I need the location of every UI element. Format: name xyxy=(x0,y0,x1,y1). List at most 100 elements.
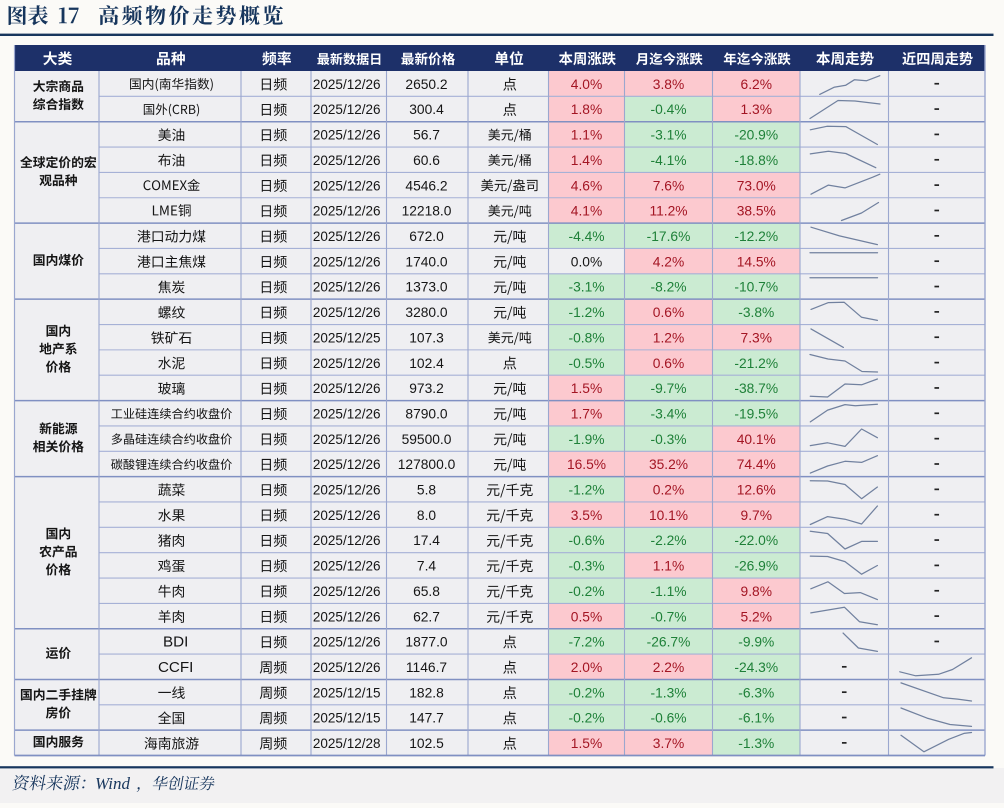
svg-text:107.3: 107.3 xyxy=(409,330,444,345)
svg-text:102.5: 102.5 xyxy=(409,736,444,751)
svg-text:1740.0: 1740.0 xyxy=(405,254,448,269)
svg-text:35.2%: 35.2% xyxy=(649,457,688,472)
svg-text:-1.3%: -1.3% xyxy=(738,736,774,751)
svg-text:2025/12/26: 2025/12/26 xyxy=(313,153,381,168)
svg-text:-0.2%: -0.2% xyxy=(568,685,604,700)
svg-text:6.2%: 6.2% xyxy=(741,77,772,92)
svg-text:-17.6%: -17.6% xyxy=(647,229,691,244)
svg-text:8790.0: 8790.0 xyxy=(405,406,448,421)
svg-text:2025/12/26: 2025/12/26 xyxy=(313,305,381,320)
svg-text:40.1%: 40.1% xyxy=(737,432,776,447)
svg-text:-7.2%: -7.2% xyxy=(568,635,604,650)
svg-text:74.4%: 74.4% xyxy=(737,457,776,472)
svg-text:1.2%: 1.2% xyxy=(653,330,684,345)
svg-text:-19.5%: -19.5% xyxy=(734,406,778,421)
svg-text:-3.4%: -3.4% xyxy=(650,406,686,421)
svg-text:-22.0%: -22.0% xyxy=(734,533,778,548)
svg-text:1877.0: 1877.0 xyxy=(405,635,448,650)
svg-text:2025/12/26: 2025/12/26 xyxy=(313,178,381,193)
svg-text:0.5%: 0.5% xyxy=(571,609,602,624)
svg-text:2025/12/26: 2025/12/26 xyxy=(313,609,381,624)
svg-text:2025/12/26: 2025/12/26 xyxy=(313,660,381,675)
svg-text:2025/12/15: 2025/12/15 xyxy=(313,685,381,700)
svg-text:2025/12/26: 2025/12/26 xyxy=(313,381,381,396)
svg-text:59500.0: 59500.0 xyxy=(402,432,452,447)
svg-text:-1.3%: -1.3% xyxy=(650,685,686,700)
svg-text:62.7: 62.7 xyxy=(413,609,440,624)
svg-text:-4.1%: -4.1% xyxy=(650,153,686,168)
svg-text:-8.2%: -8.2% xyxy=(650,280,686,295)
svg-text:2025/12/26: 2025/12/26 xyxy=(313,508,381,523)
svg-text:12218.0: 12218.0 xyxy=(402,204,452,219)
svg-text:3.7%: 3.7% xyxy=(653,736,684,751)
svg-text:1.4%: 1.4% xyxy=(571,153,602,168)
svg-text:14.5%: 14.5% xyxy=(737,254,776,269)
svg-text:2025/12/26: 2025/12/26 xyxy=(313,204,381,219)
svg-text:-0.3%: -0.3% xyxy=(650,432,686,447)
svg-text:11.2%: 11.2% xyxy=(649,204,687,219)
svg-text:7.3%: 7.3% xyxy=(741,330,772,345)
svg-text:-4.4%: -4.4% xyxy=(568,229,604,244)
svg-text:0.2%: 0.2% xyxy=(653,483,684,498)
svg-text:17.4: 17.4 xyxy=(413,533,440,548)
svg-text:1373.0: 1373.0 xyxy=(405,280,448,295)
svg-text:2025/12/26: 2025/12/26 xyxy=(313,102,381,117)
svg-text:-18.8%: -18.8% xyxy=(734,153,778,168)
svg-text:102.4: 102.4 xyxy=(409,356,444,371)
svg-text:-0.2%: -0.2% xyxy=(568,584,604,599)
svg-text:2025/12/28: 2025/12/28 xyxy=(313,736,381,751)
svg-text:-0.6%: -0.6% xyxy=(650,711,686,726)
svg-text:2025/12/26: 2025/12/26 xyxy=(313,128,381,143)
svg-text:Wind: Wind xyxy=(95,774,130,793)
svg-text:-21.2%: -21.2% xyxy=(734,356,778,371)
svg-text:3.8%: 3.8% xyxy=(653,77,684,92)
svg-text:CCFI: CCFI xyxy=(158,659,193,676)
svg-text:-6.3%: -6.3% xyxy=(738,685,774,700)
svg-text:7.4: 7.4 xyxy=(417,559,437,574)
svg-text:2025/12/26: 2025/12/26 xyxy=(313,77,381,92)
svg-text:1146.7: 1146.7 xyxy=(406,660,447,675)
svg-text:16.5%: 16.5% xyxy=(567,457,606,472)
svg-text:BDI: BDI xyxy=(163,634,188,651)
svg-text:2025/12/26: 2025/12/26 xyxy=(313,406,381,421)
svg-text:-26.7%: -26.7% xyxy=(647,635,691,650)
svg-text:12.6%: 12.6% xyxy=(737,483,776,498)
svg-text:1.3%: 1.3% xyxy=(741,102,772,117)
svg-text:5.8: 5.8 xyxy=(417,483,437,498)
svg-text:-9.9%: -9.9% xyxy=(738,635,774,650)
svg-text:-26.9%: -26.9% xyxy=(734,559,778,574)
svg-text:-9.7%: -9.7% xyxy=(650,381,686,396)
svg-text:2025/12/26: 2025/12/26 xyxy=(313,432,381,447)
svg-text:2.2%: 2.2% xyxy=(653,660,684,675)
svg-text:-1.2%: -1.2% xyxy=(568,305,604,320)
svg-text:127800.0: 127800.0 xyxy=(398,457,456,472)
svg-text:-1.2%: -1.2% xyxy=(568,483,604,498)
svg-text:147.7: 147.7 xyxy=(409,711,444,726)
svg-text:-24.3%: -24.3% xyxy=(734,660,778,675)
svg-text:2025/12/26: 2025/12/26 xyxy=(313,356,381,371)
svg-text:-0.7%: -0.7% xyxy=(650,609,686,624)
svg-text:2025/12/26: 2025/12/26 xyxy=(313,559,381,574)
svg-text:1.1%: 1.1% xyxy=(571,128,602,143)
svg-text:2025/12/26: 2025/12/26 xyxy=(313,280,381,295)
svg-text:973.2: 973.2 xyxy=(409,381,444,396)
svg-text:10.1%: 10.1% xyxy=(649,508,688,523)
svg-text:-3.1%: -3.1% xyxy=(650,128,686,143)
svg-text:-6.1%: -6.1% xyxy=(738,711,774,726)
svg-text:-0.5%: -0.5% xyxy=(568,356,604,371)
svg-text:0.0%: 0.0% xyxy=(571,254,602,269)
svg-text:1.8%: 1.8% xyxy=(571,102,602,117)
svg-text:2.0%: 2.0% xyxy=(571,660,602,675)
svg-text:2025/12/25: 2025/12/25 xyxy=(313,330,381,345)
svg-text:9.8%: 9.8% xyxy=(741,584,772,599)
svg-text:-0.2%: -0.2% xyxy=(568,711,604,726)
svg-text:182.8: 182.8 xyxy=(409,685,444,700)
svg-text:-1.1%: -1.1% xyxy=(650,584,686,599)
svg-text:-0.8%: -0.8% xyxy=(568,330,604,345)
svg-text:2025/12/26: 2025/12/26 xyxy=(313,457,381,472)
svg-text:65.8: 65.8 xyxy=(413,584,440,599)
svg-text:2025/12/26: 2025/12/26 xyxy=(313,254,381,269)
svg-text:-3.8%: -3.8% xyxy=(738,305,774,320)
svg-text:4.1%: 4.1% xyxy=(571,204,602,219)
svg-text:-12.2%: -12.2% xyxy=(734,229,778,244)
